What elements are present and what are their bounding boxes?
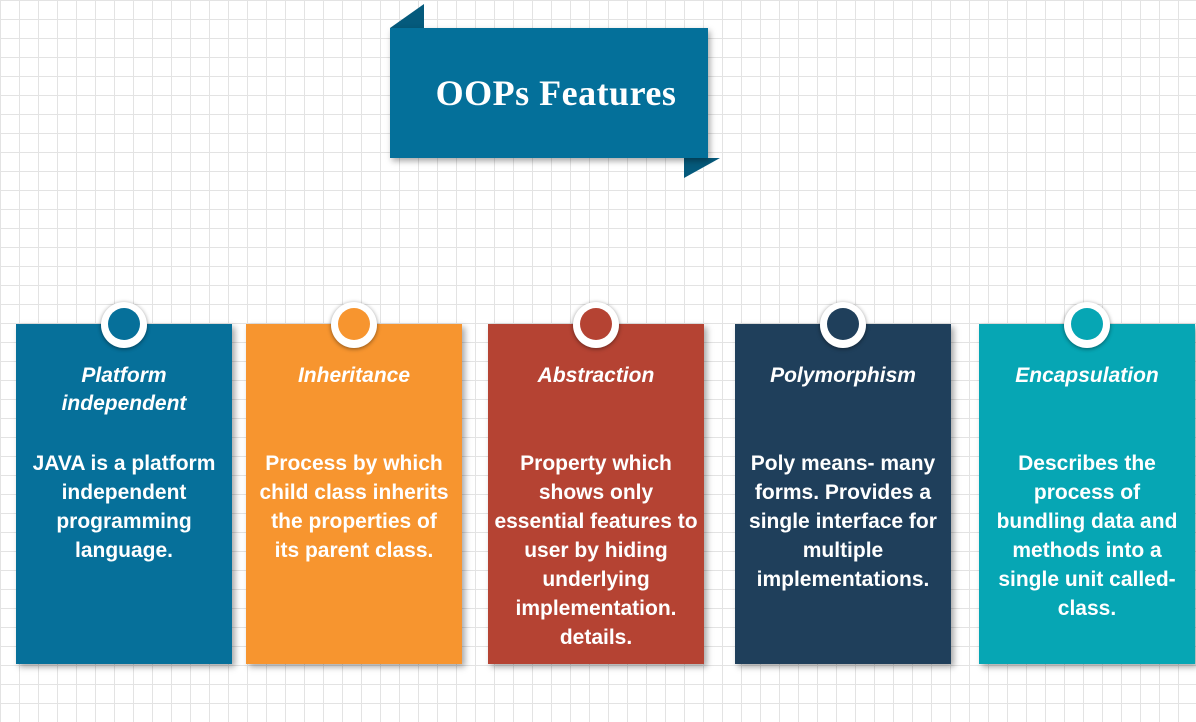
knob-dot [108, 308, 140, 340]
card-encapsulation: Encapsulation Describes the process of b… [979, 302, 1195, 664]
card-title: Platform independent [61, 364, 187, 415]
card-abstraction: Abstraction Property which shows only es… [488, 302, 704, 664]
card-title: Polymorphism [770, 364, 916, 387]
banner-left-fold [390, 4, 424, 28]
card-description: Describes the process of bundling data a… [996, 452, 1178, 620]
knob-dot [827, 308, 859, 340]
card-title: Encapsulation [1015, 364, 1159, 387]
page-title: OOPs Features [435, 73, 677, 113]
card-title: Inheritance [297, 364, 411, 387]
card-knob [1064, 302, 1110, 348]
card-description: JAVA is a platform independent programmi… [32, 452, 216, 562]
card-knob [820, 302, 866, 348]
card-description: Process by which child class inherits th… [259, 452, 449, 562]
knob-dot [338, 308, 370, 340]
card-polymorphism: Polymorphism Poly means- many forms. Pro… [735, 302, 951, 664]
banner-right-fold [684, 158, 720, 178]
knob-dot [1071, 308, 1103, 340]
card-knob [331, 302, 377, 348]
title-banner: OOPs Features [388, 4, 724, 180]
card-knob [101, 302, 147, 348]
card-title: Abstraction [537, 364, 655, 387]
card-platform-independent: Platform independent JAVA is a platform … [16, 302, 232, 664]
card-description: Poly means- many forms. Provides a singl… [749, 452, 937, 591]
card-knob [573, 302, 619, 348]
knob-dot [580, 308, 612, 340]
card-inheritance: Inheritance Process by which child class… [246, 302, 462, 664]
banner-body: OOPs Features [390, 28, 708, 158]
card-description: Property which shows only essential feat… [494, 452, 698, 649]
